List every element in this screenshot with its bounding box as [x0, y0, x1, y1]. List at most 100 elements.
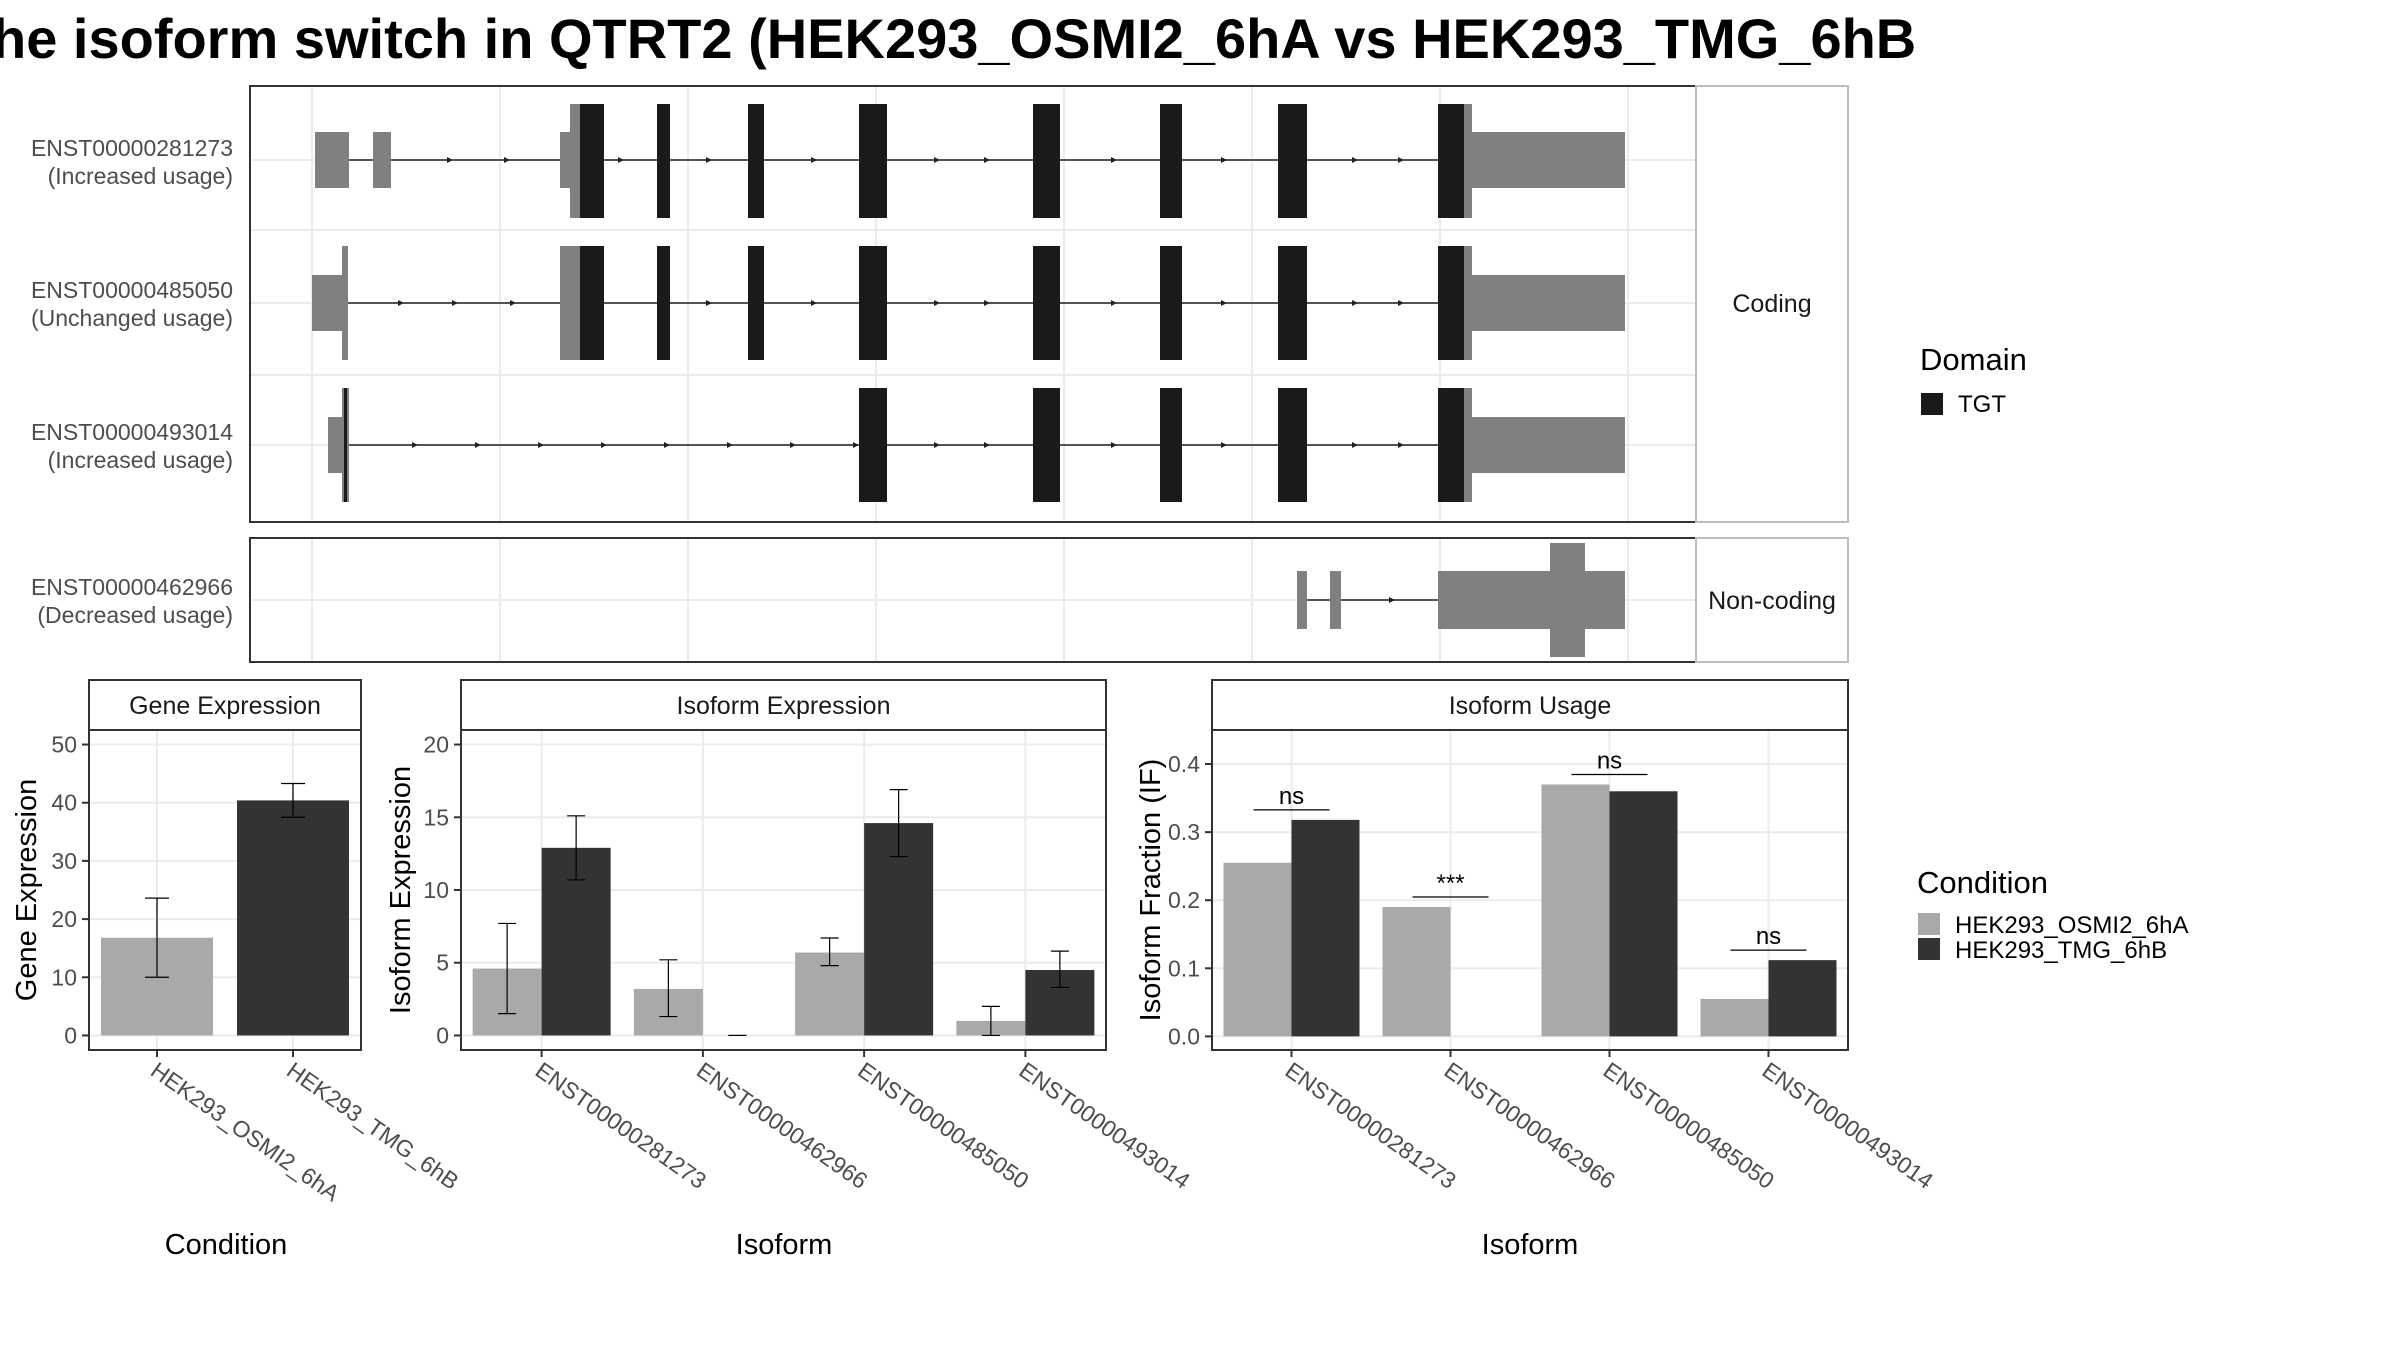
y-tick-label: 40 [51, 790, 77, 816]
y-tick-label: 10 [423, 877, 449, 903]
coding-facet: Coding [249, 85, 1849, 523]
transcript-label-id: ENST00000281273 [31, 135, 233, 161]
domain-exon [1438, 246, 1466, 360]
transcript-labels: ENST00000281273 (Increased usage) ENST00… [31, 135, 233, 628]
bar [1700, 998, 1769, 1037]
utr-exon [1438, 571, 1625, 629]
domain-exon [748, 246, 764, 360]
x-axis-title: Isoform [1482, 1229, 1579, 1261]
utr-exon [315, 132, 349, 188]
significance-label: *** [1436, 870, 1464, 897]
domain-exon [344, 388, 347, 502]
transcript-structure-enst00000281273 [315, 104, 1625, 218]
y-axis-title: Isoform Fraction (IF) [1135, 759, 1167, 1022]
y-tick-label: 0 [436, 1022, 449, 1048]
y-tick-label: 50 [51, 732, 77, 758]
figure-title: he isoform switch in QTRT2 (HEK293_OSMI2… [0, 7, 1916, 70]
transcript-label-id: ENST00000462966 [31, 574, 233, 600]
utr-exon [1470, 275, 1625, 331]
noncoding-strip [1695, 537, 1849, 663]
utr-exon [1330, 571, 1341, 629]
y-tick-label: 5 [436, 950, 449, 976]
panel-title: Isoform Usage [1449, 692, 1612, 720]
condition-legend-label-b: HEK293_TMG_6hB [1955, 937, 2167, 964]
domain-exon [859, 388, 887, 502]
transcript-label-id: ENST00000493014 [31, 419, 233, 445]
panel-title: Isoform Expression [677, 692, 891, 720]
domain-exon [859, 246, 887, 360]
domain-exon [1278, 104, 1307, 218]
panel-strip [460, 679, 1107, 731]
bar [864, 823, 934, 1036]
condition-legend-key-a [1918, 913, 1940, 935]
bar [1768, 960, 1837, 1037]
utr-exon [373, 132, 391, 188]
domain-exon [657, 246, 670, 360]
cds-exon [1464, 388, 1472, 502]
cds-exon [560, 246, 582, 360]
transcript-structure-enst00000485050 [312, 246, 1625, 360]
y-tick-label: 0.1 [1168, 955, 1200, 981]
transcript-label-usage: (Unchanged usage) [31, 305, 233, 331]
condition-legend-title: Condition [1917, 865, 2048, 900]
transcript-label-usage: (Increased usage) [48, 163, 233, 189]
panel-strip [88, 679, 362, 731]
domain-exon [1160, 246, 1182, 360]
condition-legend-label-a: HEK293_OSMI2_6hA [1955, 912, 2188, 939]
utr-exon [560, 132, 572, 188]
x-axis-title: Isoform [736, 1229, 833, 1261]
y-tick-label: 0 [64, 1022, 77, 1048]
isoform-usage-chart: ns *** ns ns Isoform Usage 0.0 0.1 0.2 0.3 0.4 ENS… [1135, 679, 1939, 1261]
x-tick-label: ENST00000485050 [1599, 1057, 1779, 1194]
domain-exon [859, 104, 887, 218]
significance-label: ns [1597, 747, 1622, 774]
significance-label: ns [1756, 923, 1781, 950]
domain-exon [1033, 246, 1060, 360]
domain-exon [1278, 246, 1307, 360]
y-tick-label: 0.4 [1168, 751, 1200, 777]
cds-exon [1464, 246, 1472, 360]
transcript-label-id: ENST00000485050 [31, 277, 233, 303]
x-tick-label: ENST00000485050 [853, 1057, 1033, 1194]
transcript-structure-enst00000462966 [1297, 543, 1625, 657]
bar [1541, 784, 1610, 1037]
y-tick-label: 10 [51, 964, 77, 990]
utr-exon [1550, 543, 1585, 657]
y-tick-label: 30 [51, 848, 77, 874]
bar [1609, 791, 1678, 1037]
utr-exon [328, 417, 345, 473]
domain-exon [657, 104, 670, 218]
significance-label: ns [1279, 783, 1304, 810]
x-axis-title: Condition [165, 1229, 288, 1261]
noncoding-facet: Non-coding [249, 537, 1849, 663]
panel-title: Gene Expression [129, 692, 321, 720]
coding-strip-label: Coding [1732, 290, 1811, 318]
bar [1223, 862, 1292, 1037]
panel-strip [1211, 679, 1849, 731]
domain-legend-key [1921, 393, 1943, 415]
domain-exon [1278, 388, 1307, 502]
intron-arrows [412, 442, 1404, 448]
condition-legend-key-b [1918, 938, 1940, 960]
domain-exon [1438, 104, 1466, 218]
x-tick-label: ENST00000462966 [692, 1057, 872, 1194]
y-axis-title: Gene Expression [11, 779, 43, 1001]
domain-exon [1160, 388, 1182, 502]
x-tick-label: ENST00000493014 [1015, 1057, 1196, 1194]
cds-exon [570, 104, 582, 218]
domain-legend-title: Domain [1920, 342, 2027, 377]
cds-exon [1464, 104, 1472, 218]
isoform-expression-chart: Isoform Expression 0 5 10 15 20 ENST0000028127… [385, 679, 1196, 1261]
transcript-label-usage: (Increased usage) [48, 447, 233, 473]
x-tick-label: ENST00000281273 [531, 1057, 711, 1194]
bar [1382, 907, 1451, 1037]
x-tick-label: ENST00000493014 [1758, 1057, 1939, 1194]
y-tick-label: 0.2 [1168, 887, 1200, 913]
utr-exon [1470, 132, 1625, 188]
domain-legend: Domain TGT [1920, 342, 2027, 418]
transcript-label-usage: (Decreased usage) [37, 602, 233, 628]
bar [795, 952, 865, 1036]
condition-legend: Condition HEK293_OSMI2_6hA HEK293_TMG_6h… [1917, 865, 2188, 964]
domain-exon [580, 246, 604, 360]
